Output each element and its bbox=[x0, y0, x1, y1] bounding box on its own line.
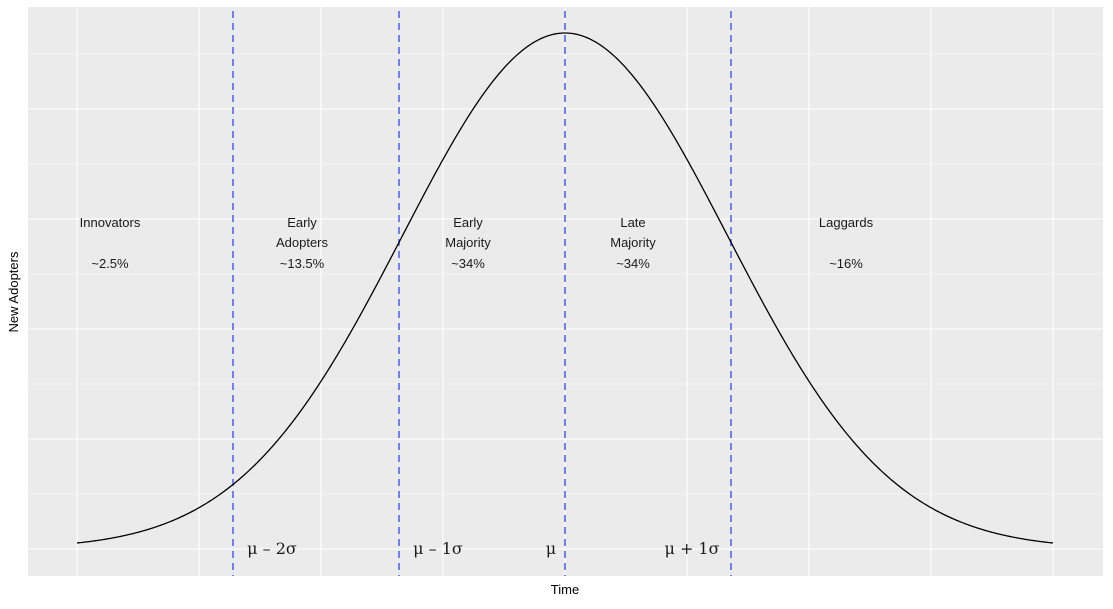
x-axis-title: Time bbox=[551, 582, 579, 597]
segment-share: ~34% bbox=[451, 256, 485, 271]
sigma-vlines bbox=[232, 11, 732, 576]
sigma-label: μ – 2σ bbox=[247, 539, 297, 558]
segment-share: ~34% bbox=[616, 256, 650, 271]
segment-name: Laggards bbox=[819, 215, 874, 230]
segment-label-late-majority: Late Majority ~34% bbox=[610, 215, 656, 271]
segment-name-line2: Majority bbox=[610, 235, 656, 250]
segment-share: ~13.5% bbox=[280, 256, 325, 271]
segment-name-line1: Late bbox=[620, 215, 645, 230]
y-axis-title: New Adopters bbox=[6, 251, 21, 332]
segment-label-innovators: Innovators ~2.5% bbox=[80, 215, 141, 271]
segment-share: ~16% bbox=[829, 256, 863, 271]
sigma-labels: μ – 2σ μ – 1σ μ μ + 1σ bbox=[247, 539, 719, 558]
segment-name-line2: Adopters bbox=[276, 235, 329, 250]
segment-name-line2: Majority bbox=[445, 235, 491, 250]
segment-name: Innovators bbox=[80, 215, 141, 230]
sigma-label: μ + 1σ bbox=[664, 539, 719, 558]
segment-label-early-majority: Early Majority ~34% bbox=[445, 215, 491, 271]
segment-label-early-adopters: Early Adopters ~13.5% bbox=[276, 215, 329, 271]
segment-name-line1: Early bbox=[287, 215, 317, 230]
segment-label-laggards: Laggards ~16% bbox=[819, 215, 874, 271]
segment-name-line1: Early bbox=[453, 215, 483, 230]
sigma-label: μ bbox=[546, 539, 556, 558]
adoption-curve bbox=[76, 32, 1054, 544]
segment-labels: Innovators ~2.5% Early Adopters ~13.5% Early M… bbox=[80, 215, 874, 271]
sigma-label: μ – 1σ bbox=[413, 539, 463, 558]
segment-share: ~2.5% bbox=[91, 256, 129, 271]
